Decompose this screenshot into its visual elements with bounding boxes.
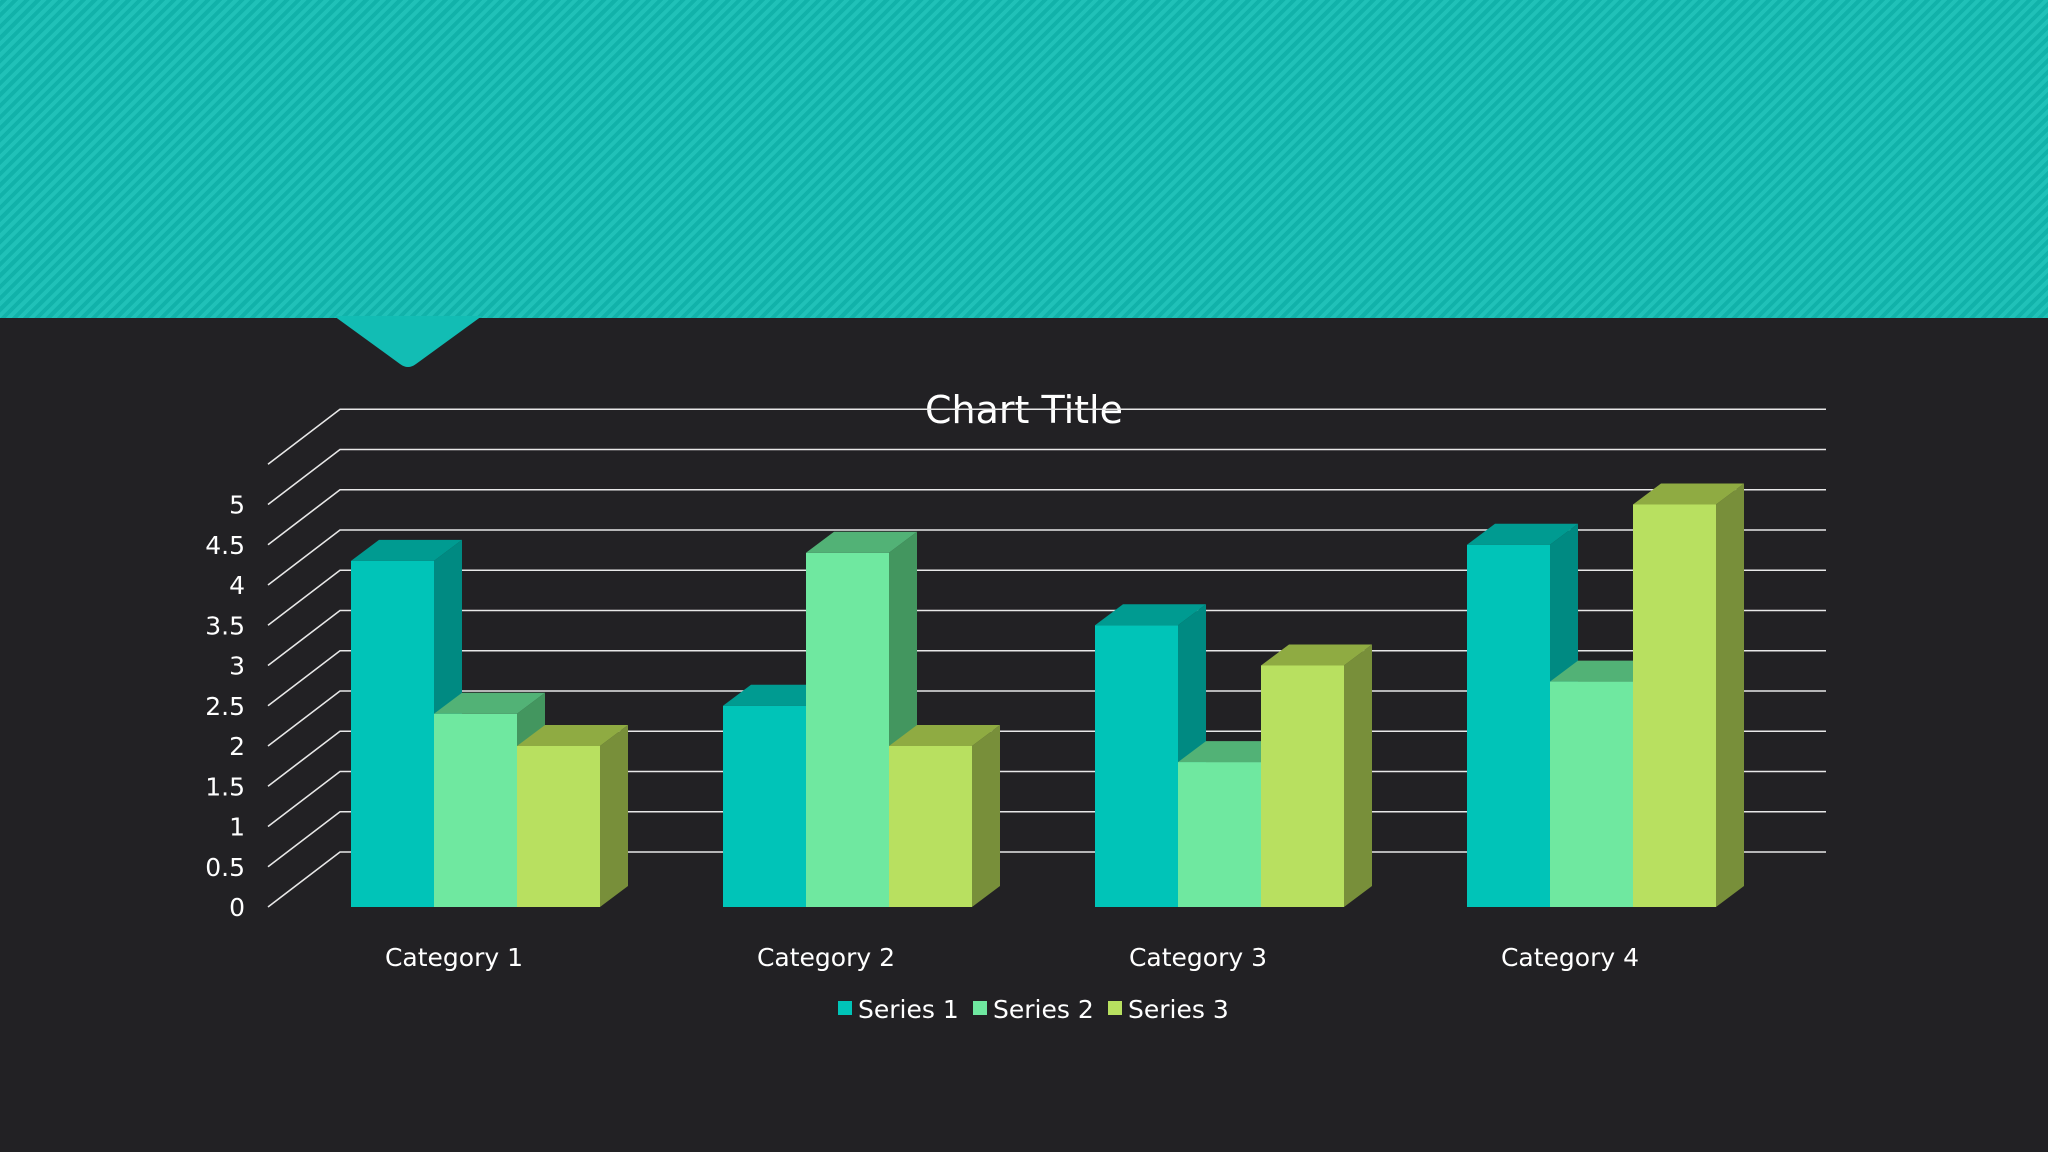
y-tick-label: 0.5 — [205, 853, 245, 882]
bar-front — [517, 746, 600, 907]
bar-top — [351, 539, 462, 561]
y-axis-ticks: 0 0.5 1 1.5 2 2.5 3 3.5 4 4.5 5 — [205, 491, 245, 923]
y-tick-label: 1.5 — [205, 772, 245, 801]
legend-item: Series 3 — [1108, 995, 1229, 1024]
bar-front — [1633, 504, 1716, 907]
bar-front — [1178, 762, 1261, 907]
x-tick-label: Category 2 — [757, 943, 895, 972]
legend-label: Series 1 — [858, 995, 959, 1024]
bar-front — [723, 705, 806, 907]
bar-front — [1095, 625, 1178, 907]
bar-top — [1467, 523, 1578, 545]
x-axis-labels: Category 1 Category 2 Category 3 Category 4 — [385, 943, 1639, 972]
header-banner — [0, 0, 2048, 318]
gridline — [267, 448, 1826, 506]
gridline — [267, 529, 1826, 586]
bar-top — [434, 692, 545, 714]
y-tick-label: 2 — [229, 732, 245, 761]
legend-item: Series 1 — [838, 995, 959, 1024]
bar — [517, 725, 628, 907]
x-tick-label: Category 1 — [385, 943, 523, 972]
banner-notch — [334, 316, 482, 367]
bar-front — [1467, 544, 1550, 907]
legend-label: Series 2 — [993, 995, 1094, 1024]
legend: Series 1 Series 2 Series 3 — [838, 995, 1229, 1024]
bar-side — [1716, 483, 1744, 907]
gridline — [267, 569, 1826, 626]
y-tick-label: 5 — [229, 491, 245, 520]
bar-top — [517, 725, 628, 746]
bar-front — [1550, 681, 1633, 907]
y-tick-label: 2.5 — [205, 692, 245, 721]
bar-top — [1261, 644, 1372, 666]
bar — [889, 725, 1000, 907]
bar-side — [972, 725, 1000, 907]
x-tick-label: Category 4 — [1501, 943, 1639, 972]
bar-front — [806, 552, 889, 907]
y-tick-label: 3.5 — [205, 611, 245, 640]
bar-top — [889, 725, 1000, 746]
legend-swatch — [1108, 1001, 1122, 1015]
x-tick-label: Category 3 — [1129, 943, 1267, 972]
bar-front — [1261, 665, 1344, 907]
bar — [806, 531, 917, 907]
legend-item: Series 2 — [973, 995, 1094, 1024]
gridline-top — [267, 408, 1826, 465]
bars — [351, 483, 1744, 907]
bar-front — [434, 713, 517, 907]
bar-side — [1344, 644, 1372, 907]
bar-top — [1095, 604, 1206, 626]
bar — [1261, 644, 1372, 907]
y-tick-label: 4 — [229, 571, 245, 600]
bar-front — [351, 560, 434, 907]
bar-top — [1633, 483, 1744, 505]
legend-swatch — [973, 1001, 987, 1015]
legend-swatch — [838, 1001, 852, 1015]
legend-label: Series 3 — [1128, 995, 1229, 1024]
bar-side — [600, 725, 628, 907]
bar-top — [806, 531, 917, 553]
bar-front — [889, 746, 972, 907]
y-tick-label: 0 — [229, 893, 245, 922]
gridline — [267, 609, 1826, 667]
y-tick-label: 1 — [229, 813, 245, 842]
y-tick-label: 3 — [229, 652, 245, 681]
bar — [1633, 483, 1744, 907]
gridline — [267, 488, 1826, 546]
y-tick-label: 4.5 — [205, 531, 245, 560]
